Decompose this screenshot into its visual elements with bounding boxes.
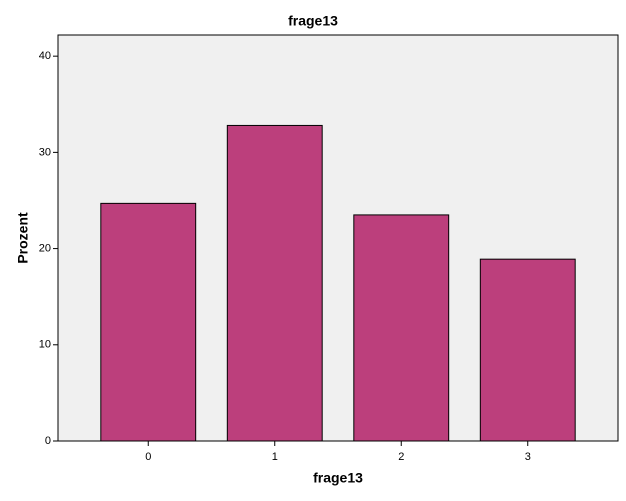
bar	[226, 124, 323, 442]
bar	[353, 214, 450, 442]
bar	[479, 258, 576, 442]
y-tick-label: 40	[39, 50, 51, 62]
y-tick-label: 20	[39, 242, 51, 254]
y-axis-label: Prozent	[15, 212, 31, 264]
x-tick-label: 2	[398, 451, 404, 463]
y-tick-label: 10	[39, 339, 51, 351]
x-tick-label: 1	[272, 451, 278, 463]
x-tick-label: 3	[525, 451, 531, 463]
chart-title: frage13	[288, 13, 338, 29]
bar	[100, 202, 197, 442]
x-axis-label: frage13	[313, 470, 363, 486]
y-tick-label: 30	[39, 146, 51, 158]
y-tick-label: 0	[45, 435, 51, 447]
x-tick-label: 0	[145, 451, 151, 463]
